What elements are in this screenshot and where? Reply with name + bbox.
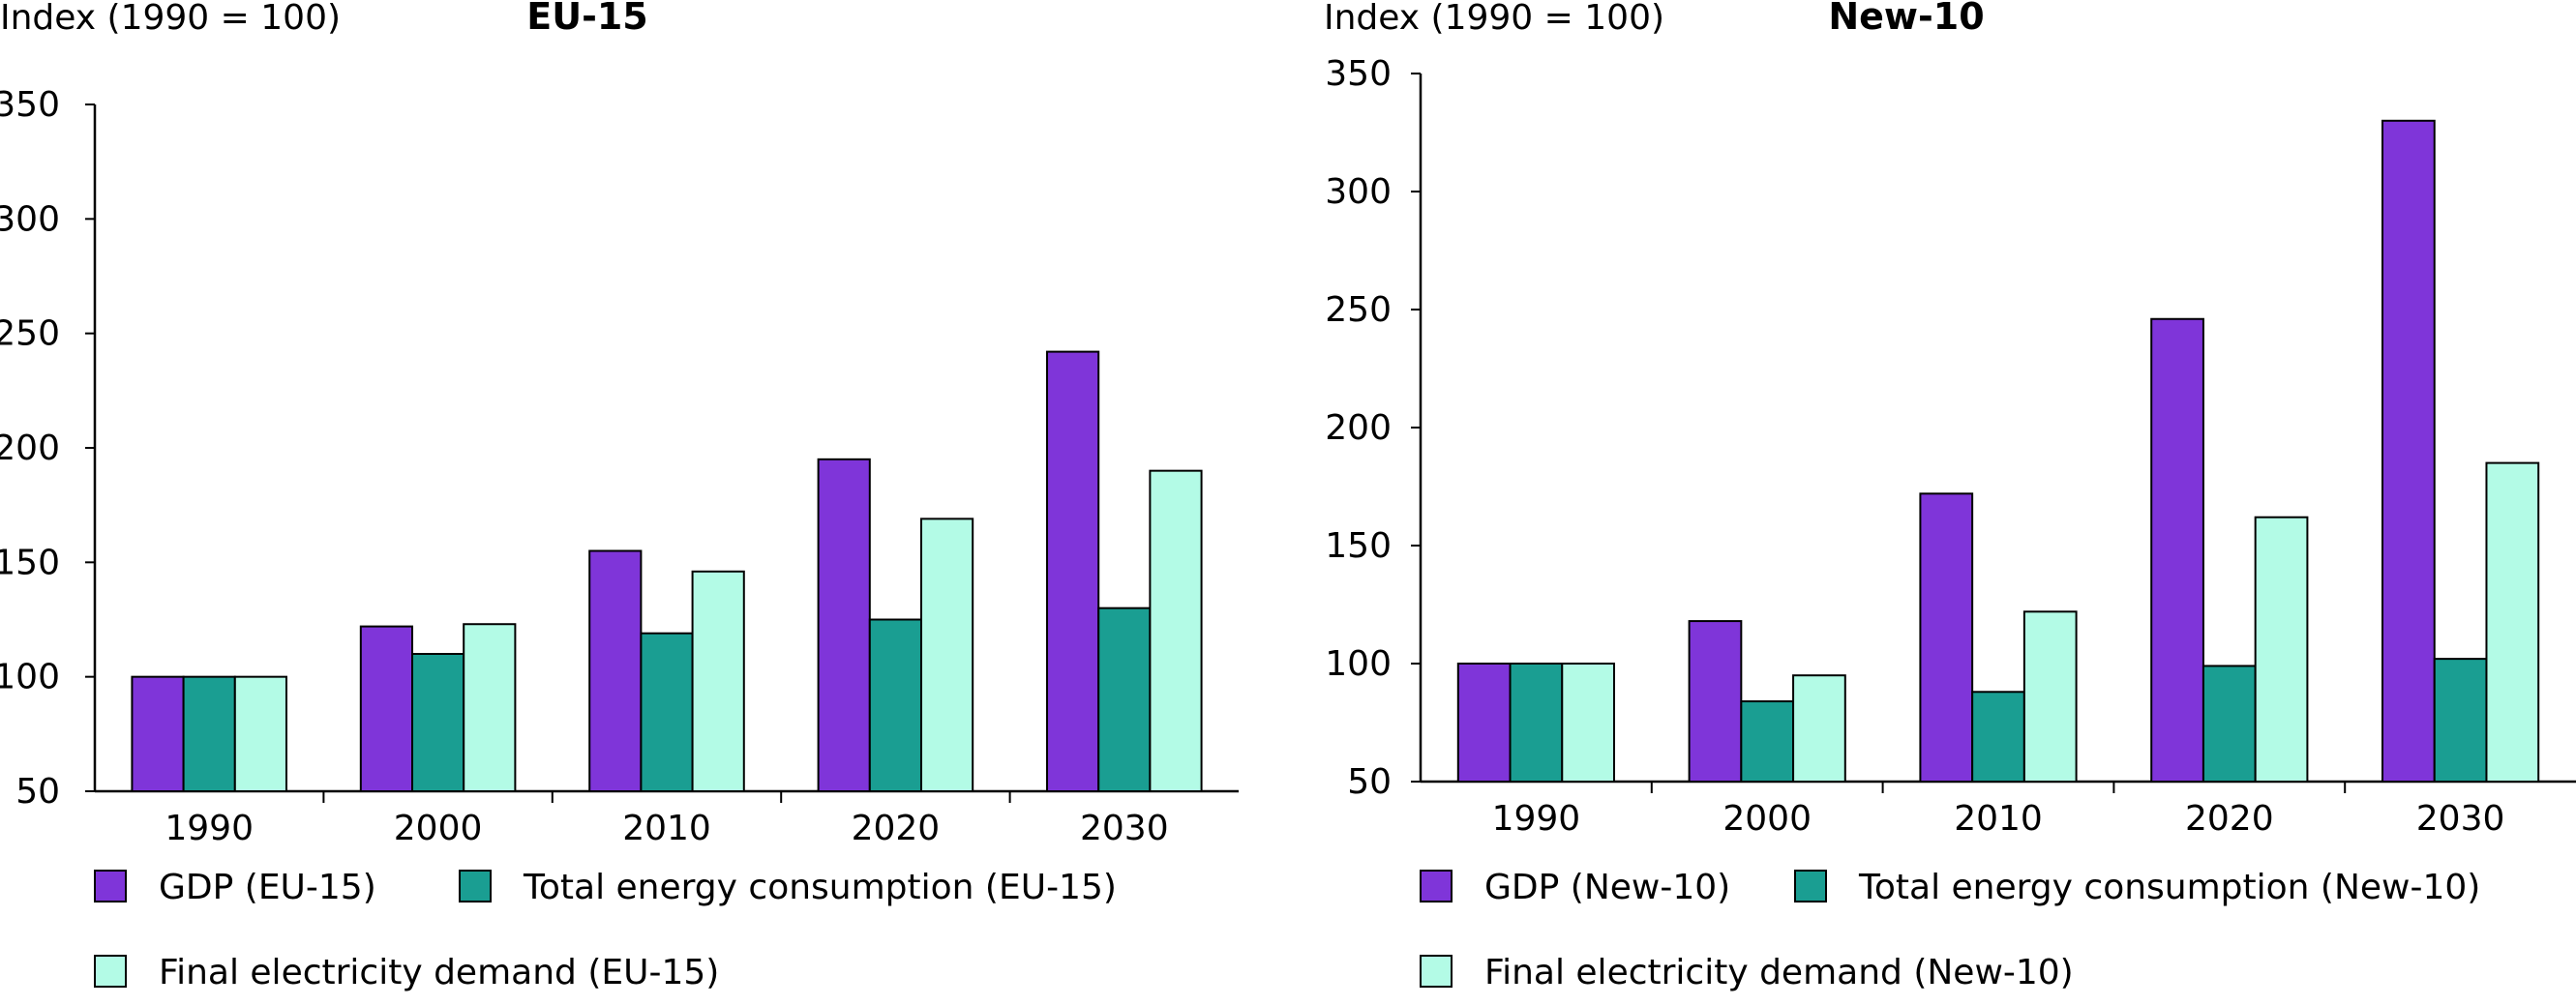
bar-1990-series-3: [233, 675, 287, 793]
x-tick-label: 2020: [2185, 799, 2274, 839]
bar-2010-series-3: [2022, 610, 2078, 783]
bar-2030-series-2: [2433, 658, 2488, 783]
bar-2000-series-1: [359, 625, 414, 792]
bar-2020-series-2: [2202, 665, 2257, 783]
y-tick-label: 150: [1325, 526, 1392, 566]
bar-2000-series-2: [1740, 700, 1795, 783]
bar-2020-series-3: [919, 518, 974, 792]
y-tick-label: 50: [15, 772, 60, 812]
legend-label: Total energy consumption (New-10): [1858, 868, 2480, 907]
bar-1990-series-1: [1456, 663, 1512, 783]
legend-item-1: GDP (EU-15): [94, 868, 376, 907]
bar-2000-series-3: [463, 623, 517, 792]
legend-swatch: [459, 870, 492, 902]
bar-2030-series-3: [2485, 461, 2540, 783]
y-tick-label: 200: [0, 429, 60, 468]
bar-2010-series-2: [1971, 691, 2025, 784]
y-tick-label: 250: [1325, 290, 1392, 330]
chart-eu-15: EU-15 Index (1990 = 100) 50 100 150 200 250 300…: [0, 0, 1239, 992]
bar-2010-series-1: [588, 549, 643, 792]
x-tick-label: 1990: [165, 809, 254, 848]
legend-swatch: [1794, 870, 1827, 902]
bar-2020-series-2: [868, 618, 922, 792]
x-tick-label: 2010: [1954, 799, 2043, 839]
legend-label: Total energy consumption (EU-15): [523, 868, 1117, 907]
chart-new-10: New-10 Index (1990 = 100) 50 100 150 200 250 30…: [1324, 0, 2576, 992]
legend-item-2: Total energy consumption (EU-15): [459, 868, 1117, 907]
y-tick-label: 100: [1325, 644, 1392, 684]
legend-label: GDP (EU-15): [159, 868, 376, 907]
x-tick-label: 2010: [622, 809, 711, 848]
legend-item-3: Final electricity demand (EU-15): [94, 953, 719, 992]
bar-2020-series-1: [817, 458, 871, 792]
bar-2000-series-3: [1792, 674, 1846, 784]
y-axis-label: Index (1990 = 100): [0, 0, 341, 38]
chart-title: EU-15: [526, 0, 647, 38]
legend-swatch: [94, 955, 127, 988]
bar-2020-series-1: [2150, 317, 2204, 783]
y-tick-label: 150: [0, 543, 60, 582]
legend-label: Final electricity demand (EU-15): [159, 953, 719, 992]
legend-label: Final electricity demand (New-10): [1484, 953, 2074, 992]
bar-2000-series-2: [411, 653, 465, 792]
chart-title: New-10: [1828, 0, 1984, 38]
x-tick-label: 2000: [1722, 799, 1812, 839]
y-tick-label: 50: [1347, 762, 1392, 802]
bar-2010-series-3: [691, 570, 745, 792]
bar-2030-series-1: [2381, 119, 2436, 784]
y-axis-label: Index (1990 = 100): [1324, 0, 1664, 38]
bar-2030-series-3: [1149, 469, 1203, 792]
y-tick-label: 100: [0, 658, 60, 697]
legend-swatch: [94, 870, 127, 902]
bar-2010-series-1: [1919, 492, 1974, 783]
x-tick-label: 2030: [1080, 809, 1169, 848]
y-tick-label: 350: [0, 85, 60, 125]
bar-1990-series-2: [1509, 663, 1564, 783]
legend-swatch: [1420, 870, 1453, 902]
x-tick-label: 1990: [1492, 799, 1581, 839]
bar-2030-series-1: [1046, 350, 1100, 792]
y-tick-label: 300: [1325, 172, 1392, 212]
y-tick-label: 350: [1325, 54, 1392, 94]
y-tick-label: 250: [0, 314, 60, 354]
bar-2020-series-3: [2254, 516, 2309, 783]
x-tick-label: 2020: [852, 809, 941, 848]
bar-2000-series-1: [1688, 620, 1743, 784]
legend-item-1: GDP (New-10): [1420, 868, 1730, 907]
bar-2030-series-2: [1097, 607, 1152, 793]
bar-1990-series-1: [131, 675, 185, 793]
bar-2010-series-2: [640, 632, 694, 793]
bar-1990-series-3: [1561, 663, 1615, 783]
y-tick-label: 200: [1325, 408, 1392, 448]
y-tick-label: 300: [0, 199, 60, 239]
legend-item-2: Total energy consumption (New-10): [1794, 868, 2480, 907]
x-tick-label: 2030: [2416, 799, 2505, 839]
legend-swatch: [1420, 955, 1453, 988]
legend-item-3: Final electricity demand (New-10): [1420, 953, 2074, 992]
x-tick-label: 2000: [394, 809, 483, 848]
bar-1990-series-2: [182, 675, 236, 793]
legend-label: GDP (New-10): [1484, 868, 1730, 907]
